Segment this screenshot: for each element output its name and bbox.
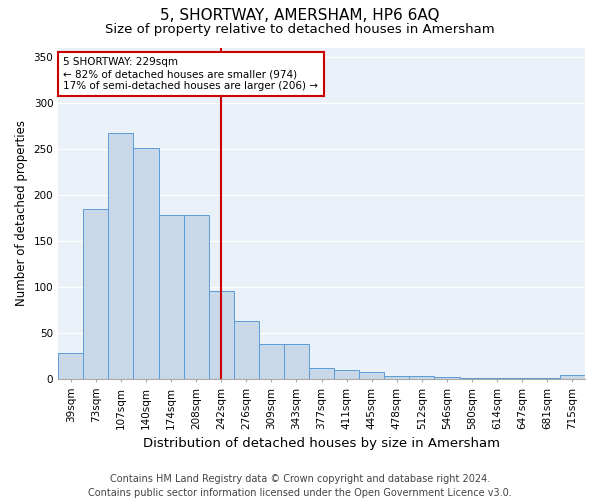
X-axis label: Distribution of detached houses by size in Amersham: Distribution of detached houses by size … — [143, 437, 500, 450]
Bar — [385, 376, 409, 379]
Bar — [133, 148, 158, 379]
Bar — [334, 370, 359, 379]
Bar — [460, 378, 485, 379]
Bar — [158, 215, 184, 379]
Text: Contains HM Land Registry data © Crown copyright and database right 2024.
Contai: Contains HM Land Registry data © Crown c… — [88, 474, 512, 498]
Y-axis label: Number of detached properties: Number of detached properties — [15, 120, 28, 306]
Bar — [284, 344, 309, 379]
Bar — [209, 290, 234, 379]
Bar — [259, 344, 284, 379]
Bar — [359, 372, 385, 379]
Text: 5 SHORTWAY: 229sqm
← 82% of detached houses are smaller (974)
17% of semi-detach: 5 SHORTWAY: 229sqm ← 82% of detached hou… — [64, 58, 319, 90]
Bar — [309, 368, 334, 379]
Bar — [83, 208, 109, 379]
Bar — [58, 353, 83, 379]
Text: Size of property relative to detached houses in Amersham: Size of property relative to detached ho… — [105, 22, 495, 36]
Bar — [434, 377, 460, 379]
Bar — [560, 375, 585, 379]
Bar — [485, 378, 510, 379]
Bar — [234, 321, 259, 379]
Text: 5, SHORTWAY, AMERSHAM, HP6 6AQ: 5, SHORTWAY, AMERSHAM, HP6 6AQ — [160, 8, 440, 22]
Bar — [510, 378, 535, 379]
Bar — [535, 378, 560, 379]
Bar — [109, 133, 133, 379]
Bar — [409, 376, 434, 379]
Bar — [184, 215, 209, 379]
